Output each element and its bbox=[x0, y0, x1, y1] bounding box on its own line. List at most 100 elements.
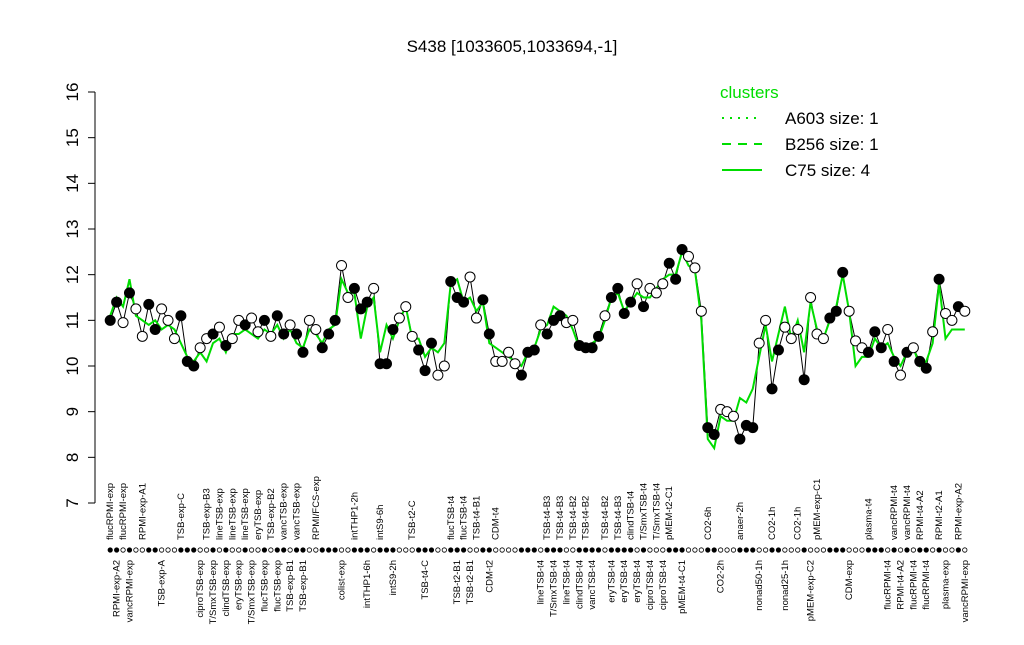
point bbox=[104, 314, 116, 326]
x-tick-label: RPMI-t2-A1 bbox=[934, 490, 945, 540]
legend-label: A603 size: 1 bbox=[785, 109, 879, 128]
rug-dot bbox=[698, 547, 704, 553]
rug-dot bbox=[718, 547, 724, 553]
x-tick-label: lineTSB-exp bbox=[214, 488, 225, 540]
rug-dot bbox=[666, 547, 672, 553]
rug-dot bbox=[820, 547, 827, 553]
point bbox=[278, 328, 290, 340]
rug-dot bbox=[403, 547, 409, 553]
x-tick-label: flucTSB-t4 bbox=[459, 496, 470, 540]
point bbox=[284, 319, 296, 331]
point bbox=[618, 307, 630, 319]
rug-dot bbox=[795, 547, 801, 553]
x-tick-label: eryTSB-t4 bbox=[619, 560, 630, 603]
rug-dot bbox=[261, 547, 268, 553]
x-tick-label: ciproTSB-exp bbox=[195, 560, 206, 618]
rug-dot bbox=[383, 547, 390, 553]
rug-dot bbox=[287, 547, 293, 553]
rug-dot bbox=[763, 547, 769, 553]
point bbox=[220, 339, 232, 351]
x-tick-label: TSB-t4-B2 bbox=[600, 496, 611, 540]
x-tick-label: vancRPMI-exp bbox=[124, 560, 135, 622]
x-tick-label: pMEM-exp-C1 bbox=[812, 479, 823, 540]
rug-dot bbox=[878, 547, 884, 553]
point bbox=[895, 369, 907, 381]
x-tick-label: CDM-exp bbox=[844, 560, 855, 600]
x-tick-label: TSB-exp-C bbox=[176, 493, 187, 540]
point bbox=[798, 374, 810, 386]
rug-dot bbox=[255, 547, 261, 553]
y-tick-label: 9 bbox=[63, 407, 82, 416]
rug-dot bbox=[371, 547, 377, 553]
rug-dot bbox=[962, 547, 968, 553]
rug-dot bbox=[891, 547, 897, 553]
rug-dot bbox=[159, 547, 165, 553]
x-tick-label: pMEM-exp-C2 bbox=[806, 560, 817, 621]
x-tick-label: flucRPMI-exp bbox=[105, 483, 116, 540]
rug-dot bbox=[640, 547, 647, 553]
x-tick-label: vancRPMI-t4 bbox=[902, 485, 913, 540]
point bbox=[464, 271, 476, 283]
x-tick-label: flucTSB-t4 bbox=[446, 496, 457, 540]
x-tick-label: colist-exp bbox=[337, 560, 348, 600]
point bbox=[342, 292, 354, 303]
point bbox=[650, 287, 662, 299]
rug-dot bbox=[576, 547, 582, 553]
rug-dot bbox=[300, 547, 306, 553]
rug-dot bbox=[152, 547, 158, 553]
point bbox=[779, 321, 791, 333]
rug-dot bbox=[139, 547, 145, 553]
x-tick-label: RPMI-exp-A2 bbox=[112, 560, 123, 617]
point bbox=[702, 422, 714, 434]
rug-dot bbox=[833, 547, 839, 553]
rug-dot bbox=[615, 547, 621, 553]
rug-dot bbox=[788, 547, 794, 553]
rug-dot bbox=[608, 547, 614, 553]
rug-dot bbox=[133, 547, 139, 553]
rug-dot bbox=[454, 547, 460, 553]
rug-dot bbox=[621, 547, 627, 553]
y-tick-label: 8 bbox=[63, 453, 82, 462]
point bbox=[869, 326, 881, 338]
rug-dot bbox=[486, 547, 492, 553]
y-tick-label: 16 bbox=[63, 83, 82, 102]
point bbox=[535, 319, 547, 331]
rug-dot bbox=[653, 547, 659, 553]
rug-dot bbox=[338, 547, 345, 553]
point bbox=[123, 287, 135, 299]
point bbox=[381, 358, 393, 370]
point bbox=[753, 337, 765, 349]
rug-dot bbox=[236, 547, 242, 553]
point bbox=[689, 262, 701, 274]
rug-dot bbox=[685, 547, 692, 553]
x-tick-label: TSB-t4-C bbox=[420, 560, 431, 600]
x-tick-label: lineTSB-exp bbox=[227, 488, 238, 540]
point bbox=[149, 323, 161, 335]
x-tick-label: vancRPMI-t4 bbox=[889, 485, 900, 540]
x-tick-label: intS9-2h bbox=[388, 560, 399, 595]
x-tick-label: flucRPMI-t4 bbox=[921, 560, 932, 610]
rug-dot bbox=[146, 547, 152, 553]
point bbox=[862, 346, 874, 358]
rug-dot bbox=[293, 547, 300, 553]
point bbox=[682, 250, 694, 262]
rug-dot bbox=[210, 547, 216, 553]
y-tick-label: 12 bbox=[63, 265, 82, 284]
x-tick-label: flucRPMI-t4 bbox=[908, 560, 919, 610]
rug-dot bbox=[679, 547, 685, 553]
rug-dot bbox=[756, 547, 762, 553]
point bbox=[348, 282, 360, 294]
point bbox=[413, 344, 425, 356]
rug-dot bbox=[730, 547, 737, 553]
rug-dot bbox=[171, 547, 178, 553]
x-tick-label: TSB-t4-B2 bbox=[581, 496, 592, 540]
legend-label: B256 size: 1 bbox=[785, 135, 879, 154]
x-tick-label: lineTSB-exp bbox=[240, 488, 251, 540]
point bbox=[695, 305, 707, 317]
rug-dot bbox=[441, 547, 447, 553]
rug-dot bbox=[538, 547, 544, 553]
rug-dot bbox=[422, 547, 428, 553]
point bbox=[657, 278, 669, 290]
point bbox=[708, 429, 720, 440]
point bbox=[291, 328, 303, 340]
